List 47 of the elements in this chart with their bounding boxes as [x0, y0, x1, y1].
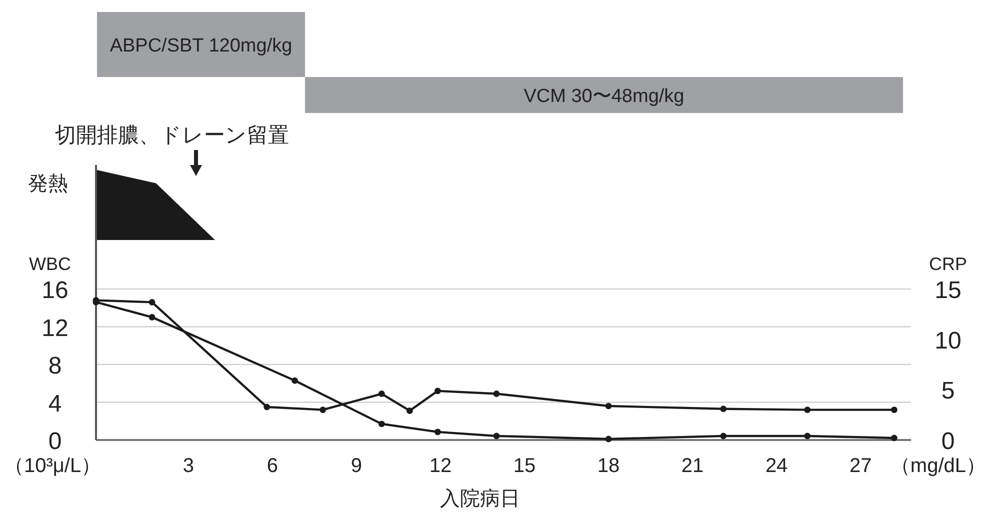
x-tick-label: 15 — [513, 455, 536, 477]
point — [804, 432, 811, 440]
text: 切開排膿、ドレーン留置 — [55, 124, 289, 147]
point — [605, 402, 612, 410]
y2-tick-label: 15 — [934, 277, 962, 304]
y-axis-title: WBC — [29, 254, 71, 274]
y-tick-label: 4 — [48, 390, 62, 418]
point — [378, 390, 385, 397]
x-tick-label: 3 — [182, 455, 194, 477]
y-tick-label: 16 — [42, 277, 68, 304]
point — [320, 406, 326, 413]
y-tick-label: 0 — [48, 428, 62, 455]
point — [605, 436, 612, 442]
x-tick-label: 18 — [597, 455, 620, 477]
point — [720, 432, 727, 440]
text: （mg/dL） — [890, 455, 986, 477]
y-tick-label: 12 — [42, 314, 68, 342]
point — [890, 434, 898, 442]
point — [378, 420, 385, 428]
y2-tick-label: 5 — [941, 378, 955, 405]
point — [804, 406, 811, 413]
point — [264, 404, 270, 410]
x-tick-label: 21 — [681, 455, 704, 477]
point — [890, 406, 898, 413]
y-axis-title: 発熱 — [28, 173, 68, 195]
x-tick-label: 6 — [266, 455, 278, 477]
x-tick-label: 27 — [849, 455, 872, 477]
point — [292, 377, 298, 384]
y-tick-label: 8 — [48, 352, 62, 380]
point — [434, 428, 441, 436]
y2-axis-title: CRP — [928, 254, 968, 274]
x-tick-label: 24 — [765, 455, 788, 477]
y2-tick-label: 10 — [934, 327, 962, 354]
text: VCM 30〜48mg/kg — [524, 86, 684, 107]
point — [406, 408, 413, 414]
text: （10³μ/L） — [4, 455, 102, 477]
x-axis-title: 入院病日 — [440, 488, 520, 510]
point — [720, 406, 727, 412]
point — [148, 299, 156, 306]
x-tick-label: 12 — [429, 455, 452, 477]
point — [493, 432, 500, 440]
x-tick-label: 9 — [350, 455, 362, 477]
point — [148, 314, 156, 320]
text: ABPC/SBT 120mg/kg — [110, 36, 292, 56]
point — [434, 388, 441, 394]
point — [493, 390, 500, 397]
y2-tick-label: 0 — [941, 428, 955, 455]
